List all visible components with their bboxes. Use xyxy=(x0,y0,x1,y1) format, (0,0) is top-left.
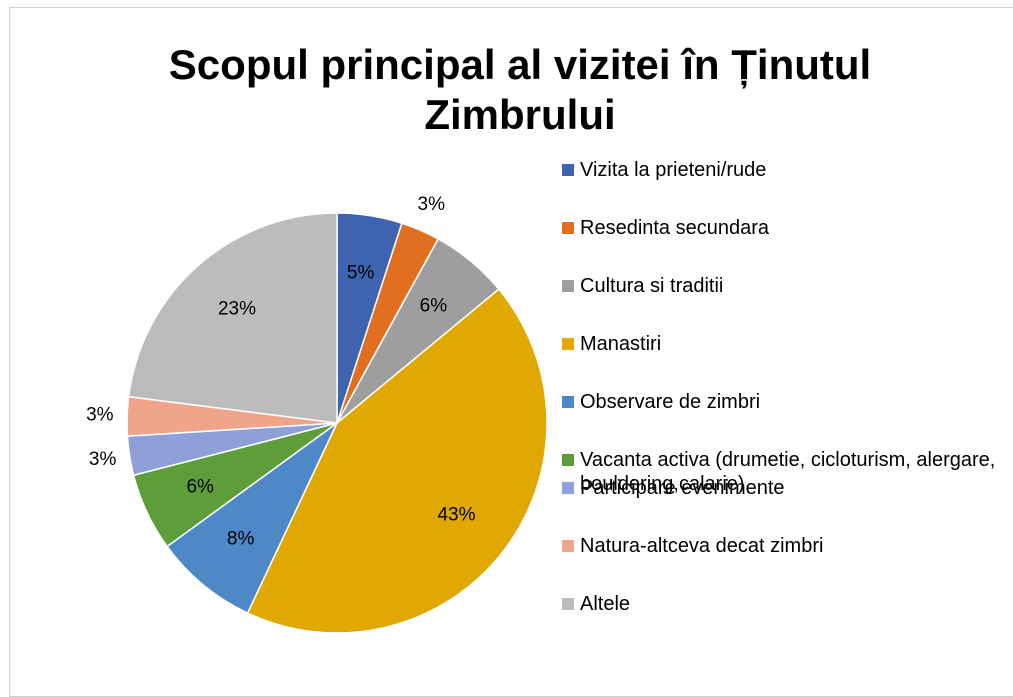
legend-item: Altele xyxy=(562,592,1002,616)
data-label: 3% xyxy=(89,449,117,470)
legend-swatch xyxy=(562,164,574,176)
data-label: 5% xyxy=(347,263,375,284)
data-label: 6% xyxy=(186,476,214,497)
legend-swatch xyxy=(562,338,574,350)
data-label: 6% xyxy=(420,296,448,317)
chart-title: Scopul principal al vizitei în Ținutul Z… xyxy=(168,41,872,138)
legend-item: Participare evenimente xyxy=(562,476,1002,500)
legend-label: Cultura si traditii xyxy=(580,275,724,297)
legend-item: Resedinta secundara xyxy=(562,216,1002,240)
legend-label: Observare de zimbri xyxy=(580,391,761,413)
pie-slice xyxy=(127,212,338,424)
data-label: 43% xyxy=(437,505,475,526)
pie-slice xyxy=(246,288,548,634)
legend-swatch xyxy=(562,280,574,292)
data-label: 3% xyxy=(418,194,446,215)
legend-swatch xyxy=(562,598,574,610)
legend-label: Vizita la prieteni/rude xyxy=(580,159,767,181)
legend-item: Observare de zimbri xyxy=(562,390,1002,414)
legend-swatch xyxy=(562,222,574,234)
data-label: 3% xyxy=(86,405,114,426)
legend-item: Cultura si traditii xyxy=(562,274,1002,298)
legend-item: Vacanta activa (drumetie, cicloturism, a… xyxy=(562,448,1002,496)
legend-label: Resedinta secundara xyxy=(580,217,770,239)
legend-item: Natura-altceva decat zimbri xyxy=(562,534,1002,558)
legend-label: Vacanta activa (drumetie, cicloturism, a… xyxy=(580,449,996,495)
data-label: 8% xyxy=(227,529,255,550)
legend-swatch xyxy=(562,454,574,466)
legend-item: Vizita la prieteni/rude xyxy=(562,158,1002,182)
pie-slice xyxy=(166,422,338,615)
legend-label: Natura-altceva decat zimbri xyxy=(580,535,824,557)
legend-label: Altele xyxy=(580,593,631,615)
legend-swatch xyxy=(562,482,574,494)
legend-label: Participare evenimente xyxy=(580,477,785,499)
legend-item: Manastiri xyxy=(562,332,1002,356)
data-label: 23% xyxy=(218,299,256,320)
legend-swatch xyxy=(562,396,574,408)
legend-label: Manastiri xyxy=(580,333,662,355)
legend-swatch xyxy=(562,540,574,552)
